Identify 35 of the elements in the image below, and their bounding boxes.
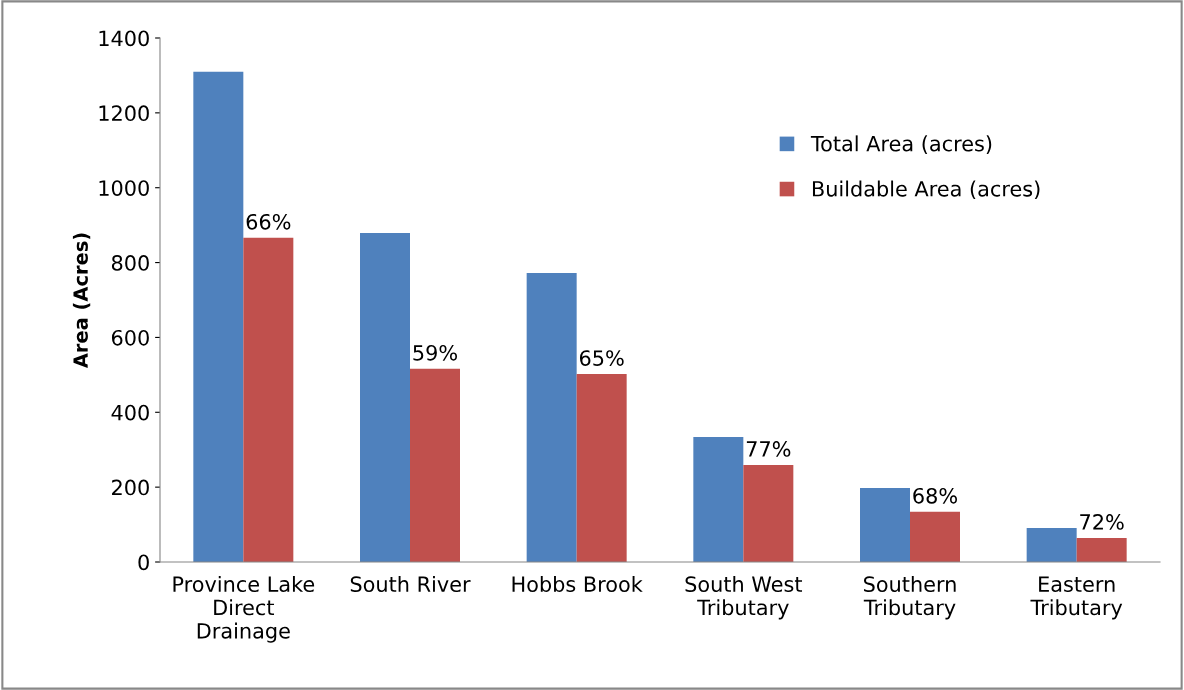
bar: [576, 374, 627, 562]
y-tick-label: 400: [111, 404, 149, 421]
x-tick-label: Southern Tributary: [863, 575, 956, 620]
x-tick-label: South West Tributary: [685, 575, 803, 620]
annotation: 66%: [246, 213, 291, 230]
bar: [243, 237, 294, 562]
bar: [410, 368, 460, 562]
bar: [910, 511, 960, 562]
y-tick-label: 1400: [99, 30, 149, 47]
bar: [193, 71, 244, 562]
bar: [526, 273, 577, 562]
y-tick-label: 1000: [99, 180, 149, 196]
y-tick-label: 600: [111, 329, 149, 346]
annotation: 59%: [413, 344, 457, 361]
legend-label: Buildable Area (acres): [812, 180, 1040, 200]
annotation: 72%: [1080, 514, 1124, 530]
y-tick-label: 0: [138, 554, 149, 571]
x-tick-label: Province Lake Direct Drainage: [173, 575, 315, 643]
bar: [693, 436, 744, 562]
annotation: 77%: [746, 441, 791, 457]
y-tick-label: 200: [112, 479, 149, 496]
legend-label: Total Area (acres): [810, 135, 992, 154]
x-tick-label: Eastern Tributary: [1030, 576, 1123, 620]
bar: [1026, 527, 1077, 562]
y-tick-label: 1200: [99, 105, 149, 122]
x-tick-label: Hobbs Brook: [512, 575, 643, 593]
bar: [1076, 538, 1127, 562]
y-axis-title: Area (Acres): [72, 233, 91, 369]
annotation: 65%: [579, 350, 624, 366]
x-tick-label: South River: [350, 575, 471, 593]
y-tick-label: 800: [111, 255, 149, 271]
bar: [360, 233, 410, 562]
bar: [860, 487, 910, 562]
bar: [743, 465, 794, 562]
annotation: 68%: [913, 487, 957, 504]
